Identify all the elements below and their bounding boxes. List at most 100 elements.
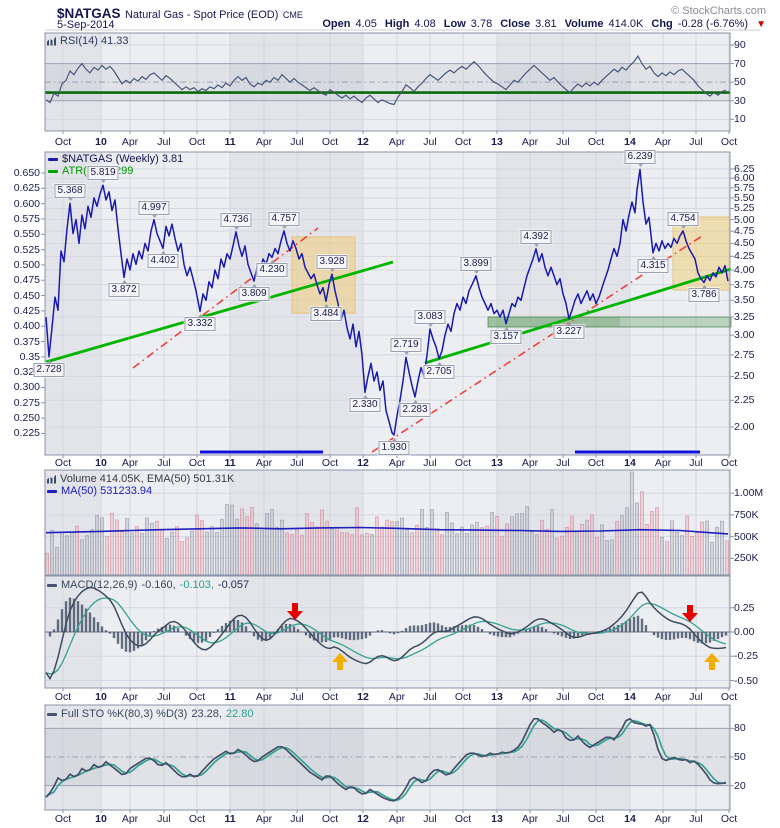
volume-bar (600, 524, 604, 576)
sto-axis-label: 50 (734, 751, 746, 763)
price-pivot-callout: 3.157 (490, 326, 522, 344)
rsi-axis-label: 50 (734, 76, 746, 89)
x-axis-year-label: 12 (357, 457, 369, 469)
macd-histogram-bar (152, 631, 156, 632)
macd-histogram-bar (376, 630, 380, 632)
x-axis-month-label: Oct (321, 813, 339, 825)
macd-legend: MACD(12,26,9) -0.160, -0.103, -0.057 (47, 579, 249, 591)
macd-histogram-bar (232, 619, 236, 632)
quote-label: Chg (651, 18, 673, 30)
volume-bar (565, 526, 569, 576)
volume-bar (655, 507, 659, 576)
macd-histogram-bar (384, 631, 388, 632)
macd-histogram-bar (164, 625, 168, 632)
macd-histogram-bar (208, 632, 212, 638)
macd-histogram-bar (532, 626, 536, 632)
macd-histogram-bar (52, 629, 56, 632)
volume-bar (520, 513, 524, 576)
macd-histogram-bar (496, 632, 500, 637)
price-pivot-callout: 3.872 (108, 280, 140, 298)
macd-histogram-bar (72, 598, 76, 632)
atr-axis-label: 0.550 (13, 228, 40, 241)
quote-label: Low (443, 18, 466, 30)
price-axis-label: 3.00 (734, 329, 755, 342)
exchange-label: CME (282, 10, 303, 20)
macd-histogram-bar (320, 632, 324, 643)
volume-bar (685, 515, 689, 576)
x-axis-year-label: 10 (95, 691, 107, 703)
x-axis-month-label: Oct (587, 691, 605, 703)
volume-bar (445, 512, 449, 576)
atr-axis-label: 0.375 (13, 335, 40, 348)
x-axis-year-label: 11 (224, 136, 236, 148)
macd-value-line: -0.160, (141, 579, 176, 591)
macd-histogram-bar (92, 617, 96, 632)
atr-axis-label: 0.225 (13, 427, 40, 440)
x-axis-month-label: Jul (423, 691, 437, 703)
volume-bar (55, 547, 59, 576)
x-axis-month-label: Oct (587, 457, 605, 469)
macd-histogram-bar (56, 619, 60, 632)
volume-bar (240, 508, 244, 576)
macd-histogram-bar (268, 632, 272, 638)
volume-bar (85, 535, 89, 576)
quote-value: 3.78 (470, 18, 493, 30)
x-axis-month-label: Oct (54, 691, 72, 703)
volume-bar (435, 528, 439, 576)
x-axis-month-label: Jul (556, 691, 570, 703)
macd-histogram-bar (136, 632, 140, 649)
volume-bar (480, 527, 484, 576)
macd-histogram-bar (312, 632, 316, 641)
volume-axis-label: 500K (734, 530, 759, 543)
price-pivot-callout: 3.332 (184, 314, 216, 332)
volume-bar (575, 531, 579, 576)
macd-histogram-bar (240, 622, 244, 632)
macd-histogram-bar (272, 632, 276, 634)
macd-axis-label: -0.50 (734, 674, 758, 687)
quote-value: 4.05 (355, 18, 377, 30)
macd-histogram-bar (44, 632, 48, 633)
macd-histogram-bar (620, 623, 624, 632)
volume-bar (455, 533, 459, 576)
macd-histogram-bar (292, 626, 296, 632)
price-pivot-callout: 4.754 (667, 211, 699, 229)
macd-histogram-bar (420, 625, 424, 632)
volume-bar (160, 529, 164, 576)
macd-histogram-bar (636, 615, 640, 632)
volume-bar (260, 530, 264, 576)
macd-histogram-bar (396, 632, 400, 634)
quote-label: High (384, 18, 410, 30)
volume-bar (530, 531, 534, 576)
x-axis-month-label: Oct (454, 813, 472, 825)
volume-bar (695, 532, 699, 576)
x-axis-month-label: Jul (290, 691, 304, 703)
macd-histogram-bar (364, 632, 368, 639)
macd-histogram-bar (488, 632, 492, 635)
volume-bar (560, 535, 564, 576)
x-axis-month-label: Apr (654, 136, 672, 148)
atr-axis-label: 0.425 (13, 304, 40, 317)
x-axis-month-label: Apr (521, 457, 539, 469)
macd-histogram-bar (368, 632, 372, 636)
volume-bar (635, 502, 639, 576)
macd-histogram-bar (76, 601, 80, 632)
x-axis-month-label: Jul (290, 136, 304, 148)
macd-histogram-bar (724, 632, 728, 636)
price-pivot-callout: 2.705 (423, 361, 455, 379)
macd-histogram-bar (248, 631, 252, 632)
volume-bar (605, 540, 609, 576)
price-line-swatch (48, 157, 58, 161)
volume-bar (405, 529, 409, 576)
volume-bar (625, 507, 629, 576)
sto-legend-name: Full STO %K(80,3) %D(3) (61, 708, 188, 720)
quote-label: Volume (564, 18, 604, 30)
buy-signal-arrow (332, 653, 348, 670)
macd-histogram-bar (188, 632, 192, 640)
macd-histogram-bar (640, 618, 644, 632)
volume-bar (105, 535, 109, 576)
macd-histogram-bar (452, 626, 456, 632)
macd-histogram-bar (436, 623, 440, 632)
macd-histogram-bar (432, 622, 436, 632)
